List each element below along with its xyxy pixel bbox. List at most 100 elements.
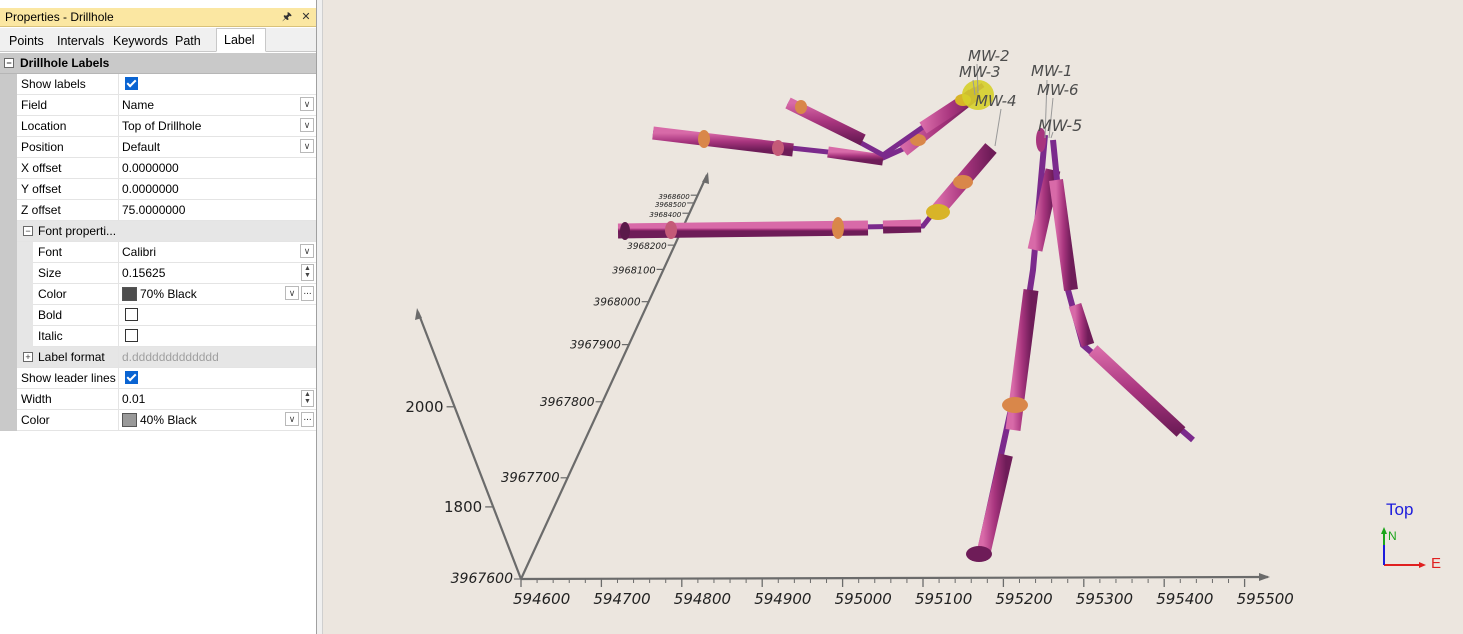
chevron-down-icon[interactable]: ∨: [300, 244, 314, 258]
leader-color-select[interactable]: 40% Black ∨ ...: [118, 410, 316, 430]
show-labels-checkbox[interactable]: [125, 77, 138, 90]
property-value: [118, 368, 316, 388]
label-format-field[interactable]: d.ddddddddddddd: [118, 347, 316, 367]
compass: Top N E: [1381, 500, 1441, 572]
y-offset-field[interactable]: 0.0000000: [118, 179, 316, 199]
tab-keywords[interactable]: Keywords: [113, 34, 168, 48]
3d-view[interactable]: 594600 594700 594800 594900 595000 595100 5952…: [322, 0, 1463, 634]
well-label-mw-6: MW-6: [1037, 81, 1079, 99]
chevron-down-icon[interactable]: ∨: [285, 286, 299, 300]
x-tick-label: 595100: [915, 590, 972, 608]
z-tick-label: 1800: [444, 498, 482, 516]
property-name: Color: [38, 287, 67, 301]
chevron-down-icon[interactable]: ∨: [300, 97, 314, 111]
row-leader-color: Color 40% Black ∨ ...: [0, 410, 316, 431]
row-show-labels: Show labels: [0, 74, 316, 95]
row-z-offset: Z offset 75.0000000: [0, 200, 316, 221]
field-select[interactable]: Name ∨: [118, 95, 316, 115]
ellipsis-button[interactable]: ...: [301, 286, 314, 301]
property-name: X offset: [21, 161, 62, 175]
drillhole-mw-4: [617, 143, 997, 240]
compass-top-label: Top: [1386, 500, 1413, 519]
expand-icon[interactable]: +: [23, 352, 33, 362]
x-tick-label: 595200: [995, 590, 1052, 608]
property-name: Size: [38, 266, 62, 280]
tab-intervals[interactable]: Intervals: [57, 34, 105, 48]
panel-title-bar: Properties - Drillhole 🖈 ✕: [0, 8, 316, 27]
chevron-down-icon[interactable]: ∨: [300, 118, 314, 132]
width-field[interactable]: 0.01 ▲ ▼: [118, 389, 316, 409]
well-label-mw-5: MW-5: [1038, 116, 1082, 135]
close-icon[interactable]: ✕: [301, 11, 311, 23]
well-label-mw-2: MW-2: [968, 47, 1010, 65]
well-label-mw-4: MW-4: [975, 92, 1017, 110]
x-axis-line: [520, 575, 1269, 581]
row-x-offset: X offset 0.0000000: [0, 158, 316, 179]
tab-points[interactable]: Points: [9, 34, 44, 48]
x-tick-label: 595300: [1076, 590, 1133, 608]
property-value: [118, 305, 316, 325]
tab-path[interactable]: Path: [175, 34, 201, 48]
property-name: Y offset: [21, 182, 62, 196]
property-name: Color: [21, 413, 50, 427]
property-name: Show labels: [21, 77, 86, 91]
z-offset-field[interactable]: 75.0000000: [118, 200, 316, 220]
y-tick-label: 3967600: [451, 571, 513, 587]
row-font: Font Calibri ∨: [0, 242, 316, 263]
font-select[interactable]: Calibri ∨: [118, 242, 316, 262]
3d-scene[interactable]: 594600 594700 594800 594900 595000 595100 5952…: [323, 0, 1463, 634]
collapse-icon[interactable]: −: [23, 226, 33, 236]
collar-marker: [962, 80, 994, 110]
x-tick-label: 594600: [513, 590, 570, 608]
position-select[interactable]: Default ∨: [118, 137, 316, 157]
row-location: Location Top of Drillhole ∨: [0, 116, 316, 137]
y-tick-label: 3967800: [540, 395, 595, 409]
y-tick-label: 3968500: [655, 201, 687, 209]
category-drillhole-labels: − Drillhole Labels: [0, 53, 316, 74]
pin-icon[interactable]: 🖈: [281, 11, 293, 23]
size-field[interactable]: 0.15625 ▲ ▼: [118, 263, 316, 283]
property-value: Top of Drillhole: [122, 119, 202, 133]
show-leader-lines-checkbox[interactable]: [125, 371, 138, 384]
property-value: 0.01: [122, 392, 146, 406]
tab-label[interactable]: Label: [216, 28, 266, 52]
row-italic: Italic: [0, 326, 316, 347]
row-width: Width 0.01 ▲ ▼: [0, 389, 316, 410]
well-label-mw-3: MW-3: [959, 63, 1001, 81]
y-tick-label: 3967700: [501, 471, 560, 486]
location-select[interactable]: Top of Drillhole ∨: [118, 116, 316, 136]
drillhole-mw-6: [966, 128, 1061, 562]
property-value: Default: [122, 140, 161, 154]
y-tick-label: 3968600: [659, 193, 691, 201]
width-stepper[interactable]: ▲ ▼: [301, 390, 314, 407]
property-name: Italic: [38, 329, 63, 343]
property-value: Name: [122, 98, 155, 112]
bold-checkbox[interactable]: [125, 308, 138, 321]
row-label-format: + Label format d.ddddddddddddd: [0, 347, 316, 368]
size-stepper[interactable]: ▲ ▼: [301, 264, 314, 281]
x-axis-ticks: 594600 594700 594800 594900 595000 595100 5952…: [513, 579, 1294, 608]
property-name: Location: [21, 119, 67, 133]
x-tick-label: 595400: [1156, 590, 1213, 608]
row-field: Field Name ∨: [0, 95, 316, 116]
property-name: Show leader lines: [21, 371, 116, 385]
y-tick-label: 3968100: [612, 265, 655, 276]
compass-north-label: N: [1388, 529, 1397, 543]
z-axis-ticks: 1800 2000: [405, 398, 494, 516]
x-offset-field[interactable]: 0.0000000: [118, 158, 316, 178]
collapse-icon[interactable]: −: [4, 58, 14, 68]
property-value: Calibri: [122, 245, 157, 259]
chevron-down-icon[interactable]: ∨: [300, 139, 314, 153]
y-axis-arrow: [702, 172, 709, 184]
ellipsis-button[interactable]: ...: [301, 412, 314, 427]
leader-lines: [972, 63, 1054, 147]
italic-checkbox[interactable]: [125, 329, 138, 342]
y-tick-label: 3967900: [570, 338, 621, 352]
y-axis-line: [520, 174, 708, 580]
row-size: Size 0.15625 ▲ ▼: [0, 263, 316, 284]
chevron-down-icon[interactable]: ∨: [285, 412, 299, 426]
axis-arrows: [415, 172, 1270, 581]
font-color-select[interactable]: 70% Black ∨ ...: [118, 284, 316, 304]
property-value: 40% Black: [140, 413, 197, 427]
x-tick-label: 595500: [1237, 590, 1294, 608]
